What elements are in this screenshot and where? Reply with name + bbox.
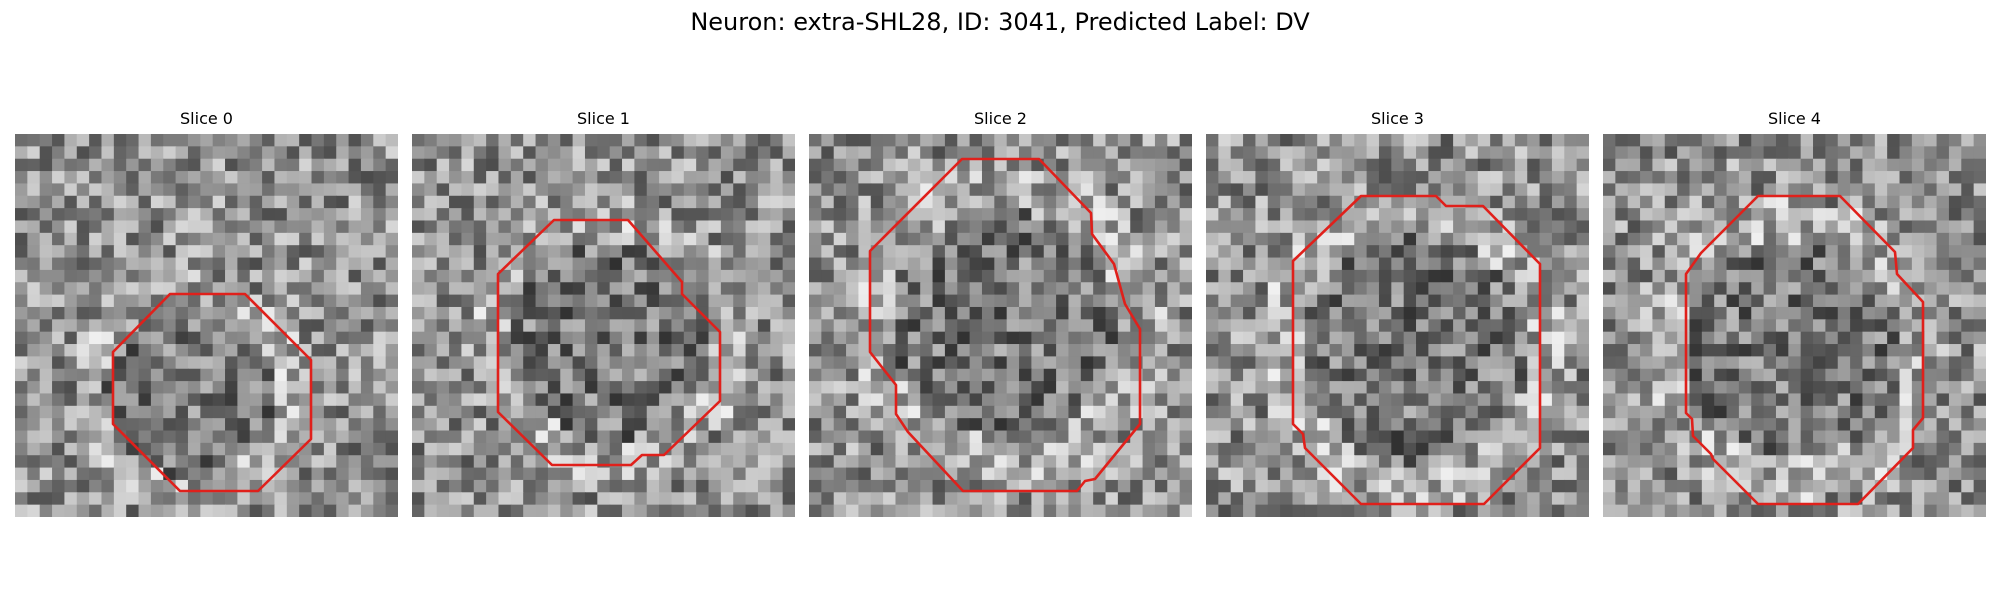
slice-2-title: Slice 2 [974, 109, 1027, 128]
slice-4-title: Slice 4 [1768, 109, 1821, 128]
slice-3-pixels [1206, 134, 1589, 517]
slice-2-image [809, 134, 1192, 517]
slice-4-neuron-contour [1684, 194, 1925, 506]
slice-3-neuron-contour [1291, 194, 1542, 506]
slice-4-image [1603, 134, 1986, 517]
slice-2-neuron-contour [868, 157, 1142, 493]
slice-1-neuron-contour [496, 218, 722, 467]
slice-4-pixels [1603, 134, 1986, 517]
slice-1-title: Slice 1 [577, 109, 630, 128]
slice-1-image [412, 134, 795, 517]
slice-1-pixels [412, 134, 795, 517]
slice-3-image [1206, 134, 1589, 517]
slice-3-title: Slice 3 [1371, 109, 1424, 128]
slice-2-pixels [809, 134, 1192, 517]
slice-0-image [15, 134, 398, 517]
slice-0-pixels [15, 134, 398, 517]
slice-0-neuron-contour [111, 292, 313, 493]
figure-title: Neuron: extra-SHL28, ID: 3041, Predicted… [690, 8, 1310, 36]
slice-0-title: Slice 0 [180, 109, 233, 128]
